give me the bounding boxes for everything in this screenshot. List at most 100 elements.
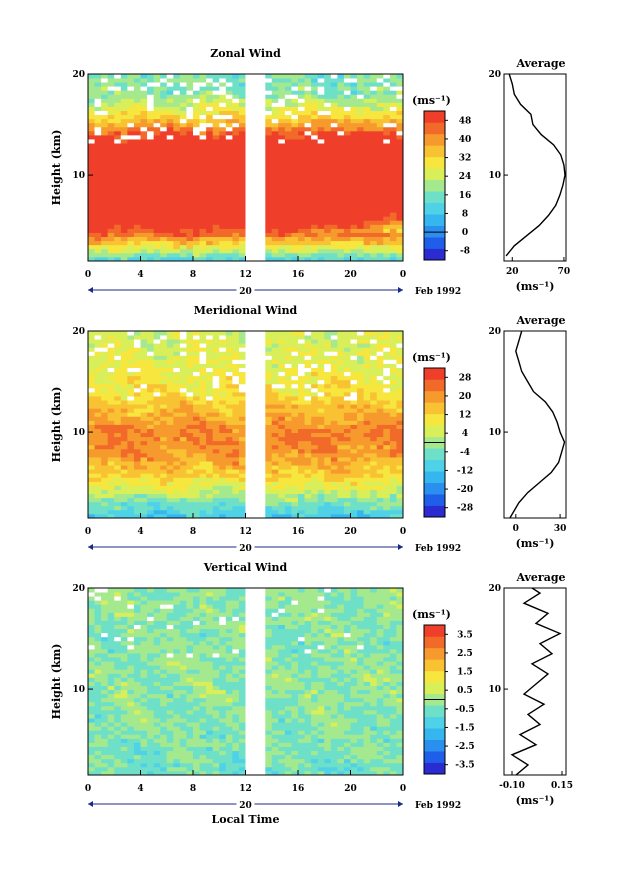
heatmap-cell xyxy=(88,621,95,625)
heatmap-cell xyxy=(193,200,200,204)
heatmap-cell xyxy=(351,376,358,380)
heatmap-cell xyxy=(167,738,174,742)
heatmap-cell xyxy=(134,176,141,180)
heatmap-cell xyxy=(121,625,128,629)
heatmap-cell xyxy=(114,249,121,253)
heatmap-cell xyxy=(193,351,200,355)
heatmap-cell xyxy=(377,380,384,384)
heatmap-cell xyxy=(127,147,134,151)
heatmap-cell xyxy=(173,747,180,751)
heatmap-cell xyxy=(272,441,279,445)
heatmap-cell xyxy=(311,372,318,376)
heatmap-cell xyxy=(364,155,371,159)
heatmap-cell xyxy=(272,245,279,249)
heatmap-cell xyxy=(134,469,141,473)
heatmap-cell xyxy=(141,233,148,237)
heatmap-cell xyxy=(186,123,193,127)
heatmap-cell xyxy=(147,629,154,633)
heatmap-cell xyxy=(147,188,154,192)
heatmap-cell xyxy=(351,331,358,335)
heatmap-cell xyxy=(383,392,390,396)
heatmap-cell xyxy=(141,502,148,506)
heatmap-cell xyxy=(213,107,220,111)
heatmap-cell xyxy=(311,74,318,78)
heatmap-cell xyxy=(311,485,318,489)
heatmap-cell xyxy=(278,400,285,404)
heatmap-cell xyxy=(219,98,226,102)
heatmap-cell xyxy=(305,485,312,489)
heatmap-cell xyxy=(219,347,226,351)
heatmap-cell xyxy=(226,420,233,424)
heatmap-cell xyxy=(108,347,115,351)
heatmap-cell xyxy=(180,115,187,119)
heatmap-cell xyxy=(383,119,390,123)
heatmap-cell xyxy=(114,253,121,257)
heatmap-cell xyxy=(383,429,390,433)
heatmap-cell xyxy=(108,669,115,673)
heatmap-cell xyxy=(226,184,233,188)
heatmap-cell xyxy=(377,147,384,151)
heatmap-cell xyxy=(239,74,246,78)
heatmap-cell xyxy=(147,661,154,665)
heatmap-cell xyxy=(160,449,167,453)
heatmap-cell xyxy=(141,686,148,690)
heatmap-cell xyxy=(219,131,226,135)
heatmap-cell xyxy=(213,180,220,184)
x-tick-label: 12 xyxy=(239,527,252,537)
heatmap-cell xyxy=(173,155,180,159)
heatmap-cell xyxy=(114,604,121,608)
heatmap-cell xyxy=(173,738,180,742)
heatmap-cell xyxy=(324,253,331,257)
heatmap-cell xyxy=(226,380,233,384)
heatmap-cell xyxy=(272,502,279,506)
heatmap-cell xyxy=(265,331,272,335)
heatmap-cell xyxy=(377,78,384,82)
heatmap-cell xyxy=(291,111,298,115)
heatmap-cell xyxy=(200,465,207,469)
heatmap-cell xyxy=(370,445,377,449)
heatmap-cell xyxy=(344,498,351,502)
heatmap-cell xyxy=(377,510,384,514)
heatmap-cell xyxy=(265,107,272,111)
heatmap-cell xyxy=(95,155,102,159)
heatmap-cell xyxy=(173,176,180,180)
heatmap-cell xyxy=(285,224,292,228)
heatmap-cell xyxy=(167,616,174,620)
heatmap-cell xyxy=(147,751,154,755)
heatmap-cell xyxy=(396,396,403,400)
colorbar-tick-label: 40 xyxy=(459,135,472,145)
heatmap-cell xyxy=(114,184,121,188)
heatmap-cell xyxy=(285,396,292,400)
heatmap-cell xyxy=(298,253,305,257)
heatmap-cell xyxy=(396,176,403,180)
heatmap-cell xyxy=(364,102,371,106)
heatmap-cell xyxy=(180,400,187,404)
heatmap-cell xyxy=(167,633,174,637)
heatmap-cell xyxy=(88,738,95,742)
heatmap-cell xyxy=(219,408,226,412)
heatmap-cell xyxy=(357,74,364,78)
heatmap-cell xyxy=(95,192,102,196)
y-axis-label: Height (km) xyxy=(50,130,63,206)
heatmap-cell xyxy=(364,477,371,481)
heatmap-cell xyxy=(377,457,384,461)
heatmap-cell xyxy=(147,102,154,106)
heatmap-cell xyxy=(186,506,193,510)
heatmap-cell xyxy=(390,477,397,481)
heatmap-cell xyxy=(108,469,115,473)
heatmap-cell xyxy=(383,469,390,473)
heatmap-cell xyxy=(114,661,121,665)
heatmap-cell xyxy=(324,490,331,494)
heatmap-cell xyxy=(390,184,397,188)
heatmap-cell xyxy=(396,331,403,335)
heatmap-cell xyxy=(193,74,200,78)
heatmap-cell xyxy=(173,661,180,665)
heatmap-cell xyxy=(108,216,115,220)
heatmap-cell xyxy=(265,224,272,228)
heatmap-cell xyxy=(88,657,95,661)
heatmap-cell xyxy=(370,98,377,102)
heatmap-cell xyxy=(108,372,115,376)
heatmap-cell xyxy=(213,127,220,131)
heatmap-cell xyxy=(114,408,121,412)
heatmap-cell xyxy=(351,172,358,176)
